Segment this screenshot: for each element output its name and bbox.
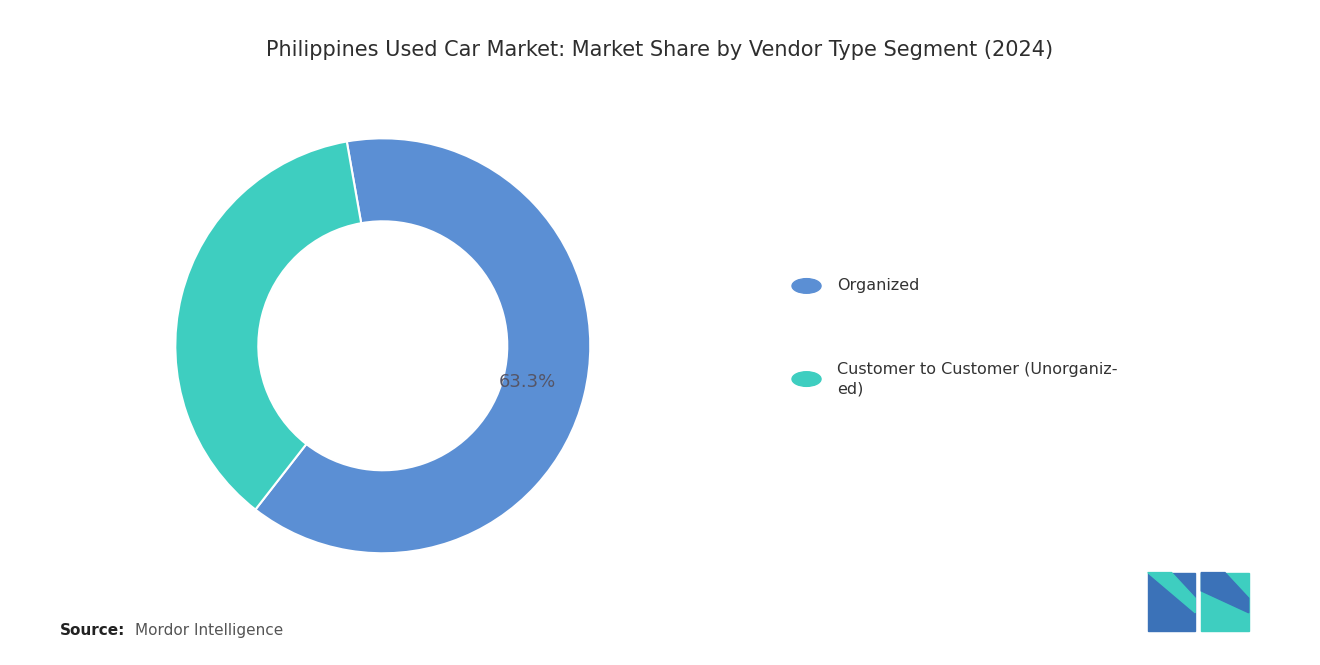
Text: Philippines Used Car Market: Market Share by Vendor Type Segment (2024): Philippines Used Car Market: Market Shar… [267,40,1053,60]
Text: Customer to Customer (Unorganiz-
ed): Customer to Customer (Unorganiz- ed) [837,362,1117,396]
Polygon shape [1148,573,1196,631]
Text: Mordor Intelligence: Mordor Intelligence [135,623,282,638]
Text: 63.3%: 63.3% [499,373,557,391]
Wedge shape [176,142,362,509]
Wedge shape [255,138,590,553]
Polygon shape [1201,573,1249,613]
Text: Organized: Organized [837,279,919,293]
Text: Source:: Source: [59,623,125,638]
Polygon shape [1201,573,1249,631]
Polygon shape [1148,573,1196,613]
